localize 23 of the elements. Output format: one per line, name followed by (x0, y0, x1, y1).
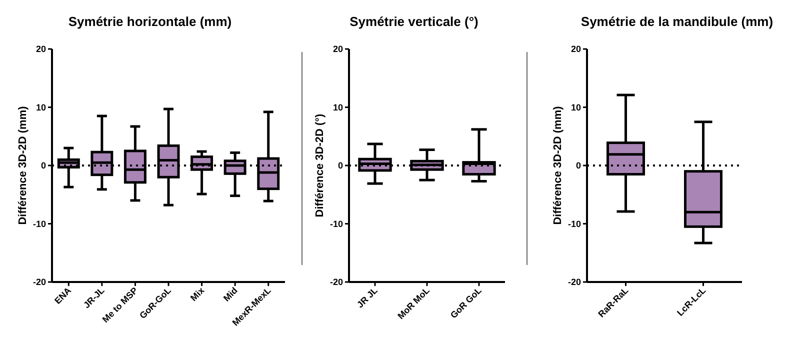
x-tick-label: JR JL (355, 284, 380, 310)
y-tick-label: 20 (332, 44, 343, 54)
chart-title: Symétrie horizontale (mm) (68, 14, 232, 29)
y-tick-label: -10 (330, 218, 343, 229)
y-tick-label: -20 (330, 277, 343, 288)
y-tick-label: 20 (36, 44, 46, 54)
y-axis-title: Différence 3D-2D (mm) (552, 106, 564, 225)
y-tick-label: 20 (570, 44, 581, 54)
y-tick-label: -20 (32, 277, 46, 288)
chart-title: Symétrie de la mandibule (mm) (580, 14, 774, 29)
y-tick-label: 10 (332, 102, 343, 112)
chart-title: Symétrie verticale (°) (350, 14, 478, 29)
y-tick-label: -10 (568, 218, 581, 229)
y-tick-label: 10 (36, 102, 46, 112)
y-tick-label: 10 (570, 102, 581, 112)
y-tick-label: 0 (576, 160, 581, 171)
y-tick-label: 0 (338, 160, 343, 171)
x-tick-label: Mix (188, 285, 206, 304)
y-tick-label: -10 (32, 218, 46, 229)
y-tick-label: 0 (40, 160, 46, 171)
y-axis-title: Différence 3D-2D (mm) (17, 106, 29, 225)
y-axis-title: Différence 3D-2D (°) (314, 113, 326, 218)
y-tick-label: -20 (568, 277, 581, 288)
